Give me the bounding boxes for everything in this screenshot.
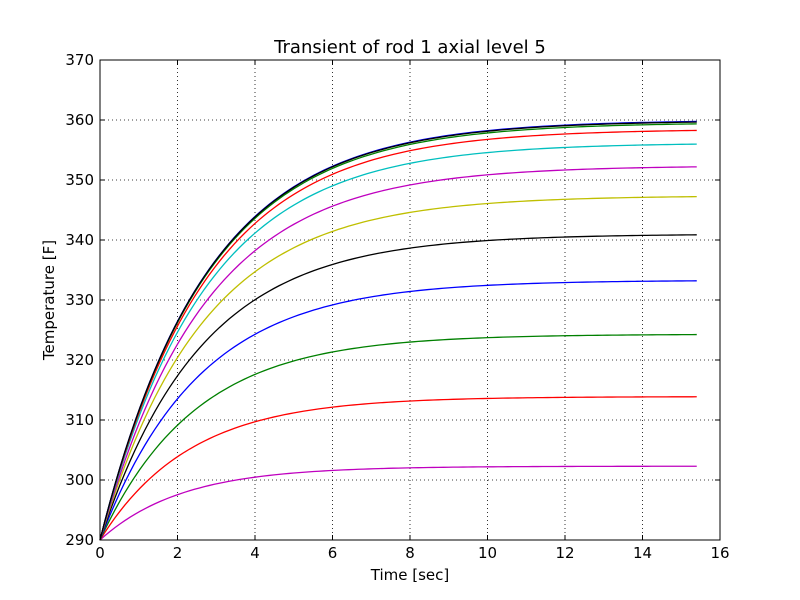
x-tick-label: 14 bbox=[633, 544, 652, 562]
x-axis-tick-labels: 0 2 4 6 8 10 12 14 16 bbox=[95, 544, 729, 562]
series-line-4 bbox=[99, 280, 697, 541]
chart-title: Transient of rod 1 axial level 5 bbox=[273, 37, 546, 58]
x-tick-label: 12 bbox=[555, 544, 574, 562]
x-tick-label: 16 bbox=[710, 544, 729, 562]
x-tick-label: 0 bbox=[95, 544, 105, 562]
series-line-6 bbox=[99, 195, 697, 541]
series-line-3 bbox=[99, 333, 697, 541]
y-tick-label: 360 bbox=[65, 111, 94, 129]
y-tick-label: 310 bbox=[65, 411, 94, 429]
y-tick-label: 290 bbox=[65, 531, 94, 549]
axis-ticks bbox=[99, 59, 721, 541]
x-tick-label: 2 bbox=[173, 544, 183, 562]
x-tick-label: 6 bbox=[328, 544, 338, 562]
series-line-2 bbox=[99, 396, 697, 541]
series-lines bbox=[99, 120, 697, 541]
y-tick-label: 300 bbox=[65, 471, 94, 489]
series-line-12 bbox=[99, 121, 697, 541]
x-axis-label: Time [sec] bbox=[370, 566, 449, 584]
y-tick-label: 330 bbox=[65, 291, 94, 309]
x-tick-label: 10 bbox=[478, 544, 497, 562]
series-line-9 bbox=[99, 129, 697, 541]
y-tick-label: 370 bbox=[65, 51, 94, 69]
y-tick-label: 350 bbox=[65, 171, 94, 189]
y-tick-label: 340 bbox=[65, 231, 94, 249]
x-tick-label: 4 bbox=[250, 544, 260, 562]
y-tick-label: 320 bbox=[65, 351, 94, 369]
series-line-7 bbox=[99, 166, 697, 541]
series-line-1 bbox=[99, 465, 697, 541]
x-tick-label: 8 bbox=[405, 544, 415, 562]
series-line-8 bbox=[99, 143, 697, 541]
series-line-5 bbox=[99, 234, 697, 541]
y-axis-tick-labels: 290 300 310 320 330 340 350 360 370 bbox=[65, 51, 94, 549]
y-axis-label: Temperature [F] bbox=[40, 240, 58, 361]
